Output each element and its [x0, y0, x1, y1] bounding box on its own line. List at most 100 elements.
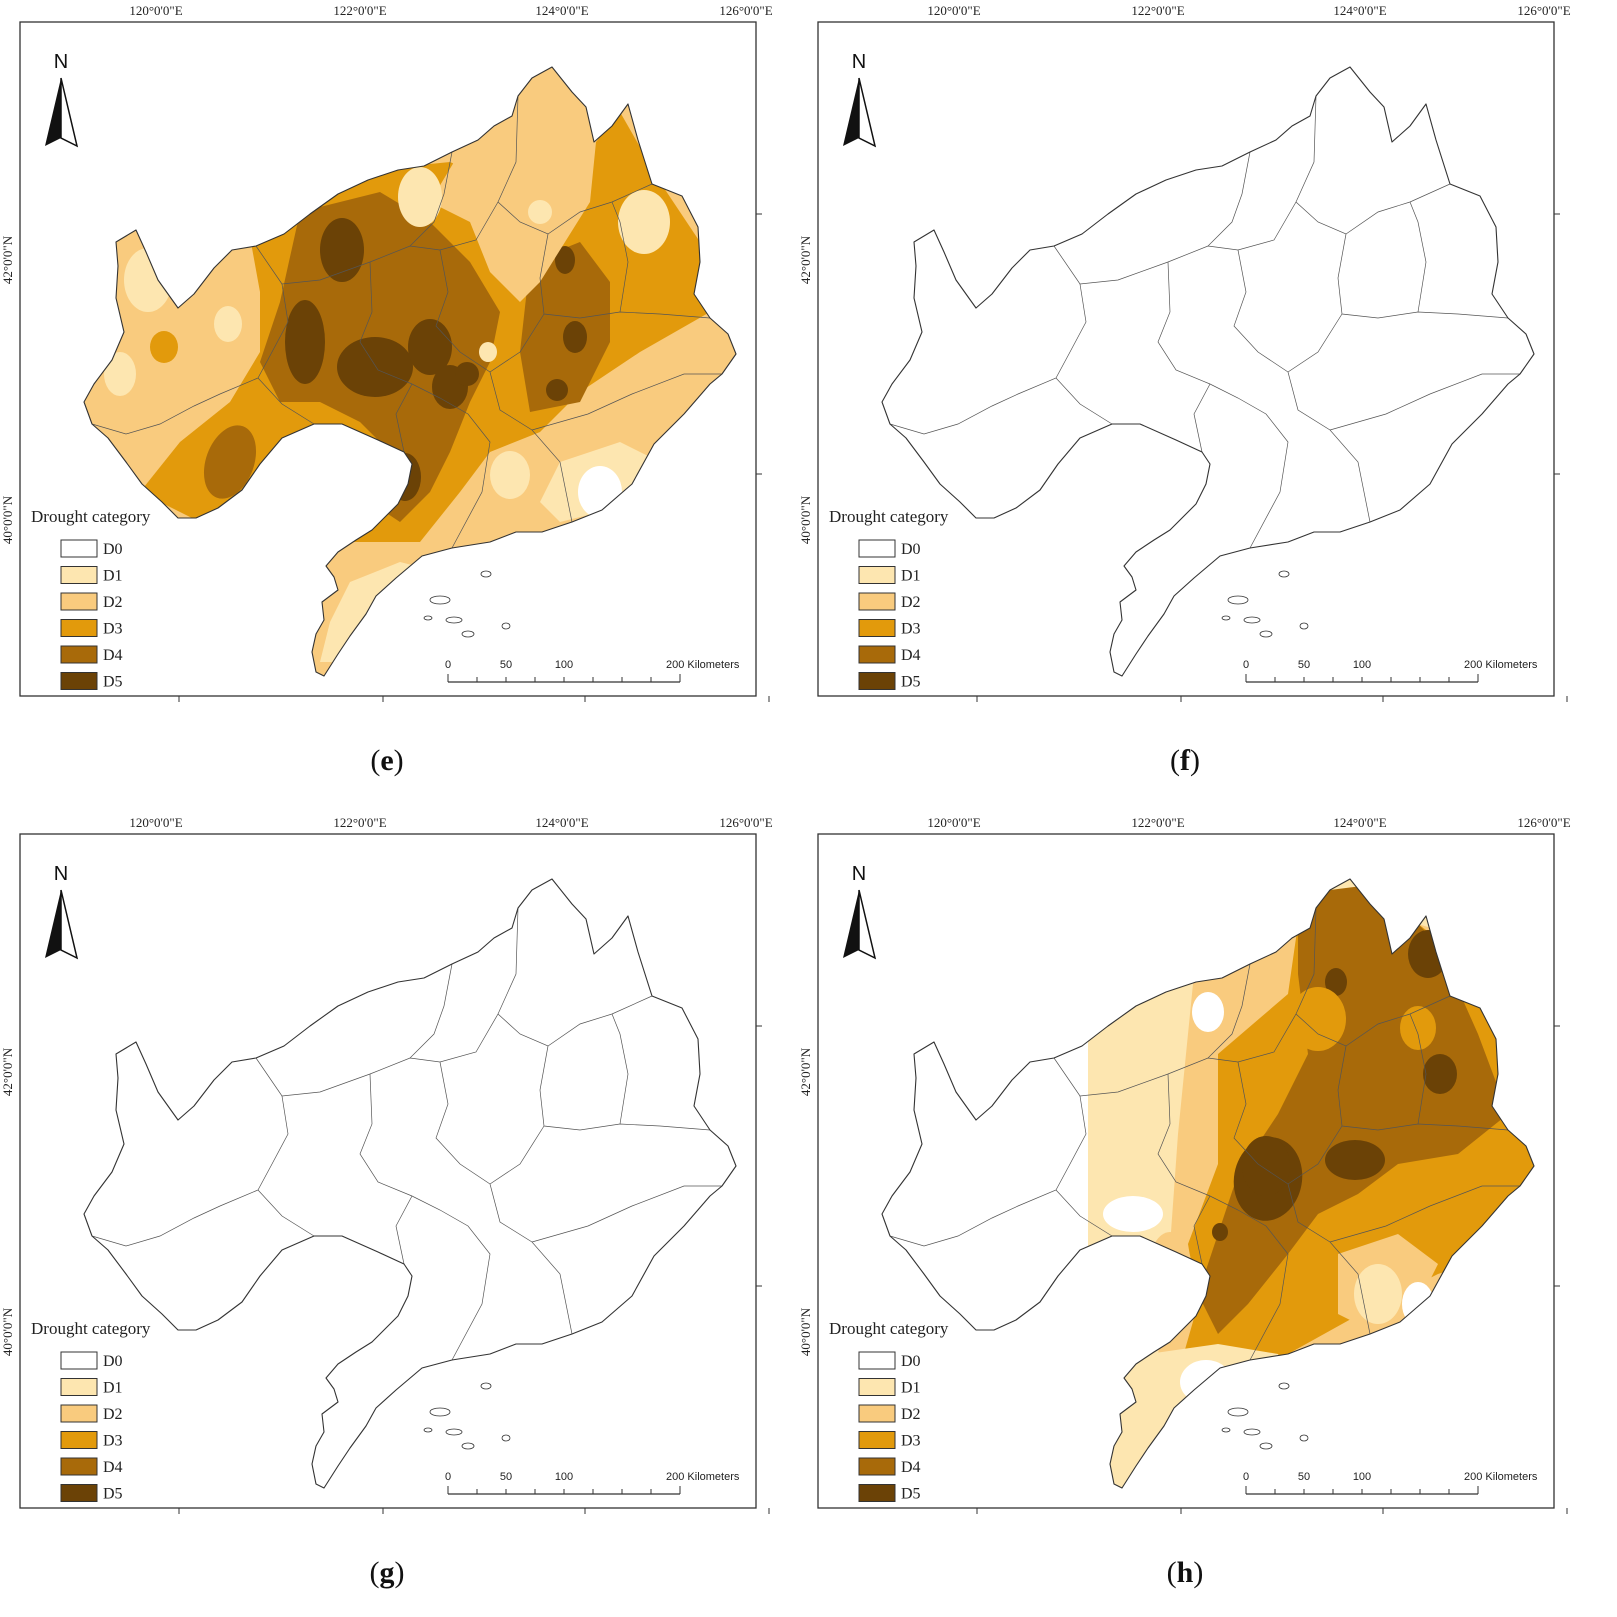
map-panel-g: 120°0'0"E 122°0'0"E 124°0'0"E 126°0'0"E 42°0…: [0, 815, 773, 1514]
latitude-label: 42°0'0"N: [798, 235, 813, 284]
drought-zone-d5: [1423, 1054, 1457, 1094]
legend-swatch-d5: [858, 1484, 896, 1502]
drought-zone-d1: [1354, 1264, 1402, 1324]
legend-label-d1: D1: [103, 568, 123, 585]
scale-bar: 0 50 100 200 Kilometers: [1243, 1471, 1538, 1495]
legend: Drought category D0 D1 D2 D3 D4 D5: [31, 1319, 151, 1503]
longitude-label: 126°0'0"E: [719, 3, 772, 18]
panel-letter-h: (h): [1167, 1556, 1204, 1589]
legend-label-d0: D0: [103, 541, 123, 558]
latitude-label: 40°0'0"N: [0, 495, 15, 544]
drought-zone-d3: [150, 331, 178, 363]
scale-tick-label: 50: [500, 659, 512, 671]
north-arrow-icon: N: [44, 863, 78, 959]
longitude-label: 122°0'0"E: [1131, 815, 1184, 830]
scale-bar: 0 50 100 200 Kilometers: [445, 659, 740, 683]
map-panel-f: 120°0'0"E 122°0'0"E 124°0'0"E 126°0'0"E 42°0…: [798, 3, 1571, 702]
drought-zone-d5: [337, 337, 413, 397]
legend-swatch-d4: [60, 1457, 98, 1476]
legend-label-d0: D0: [901, 1353, 921, 1370]
longitude-label: 124°0'0"E: [535, 815, 588, 830]
legend-label-d2: D2: [901, 594, 921, 611]
legend-swatch-d3: [60, 619, 98, 637]
legend-swatch-d4: [858, 645, 896, 664]
legend-swatch-d1: [858, 566, 896, 584]
scale-tick-label: 50: [500, 1471, 512, 1483]
drought-zone-d5: [1325, 968, 1347, 996]
panel-letter-g: (g): [370, 1556, 405, 1589]
drought-zone-d1: [104, 352, 136, 396]
drought-zone-d1: [214, 306, 242, 342]
legend-swatch-d2: [60, 592, 98, 611]
north-arrow-icon: N: [842, 51, 876, 147]
legend: Drought category D0 D1 D2 D3 D4 D5: [829, 507, 949, 691]
scale-bar: 0 50 100 200 Kilometers: [1243, 659, 1538, 683]
scale-tick-label: 0: [1243, 1471, 1249, 1483]
legend-swatch-d2: [60, 1404, 98, 1423]
legend-title: Drought category: [829, 507, 949, 526]
legend-label-d4: D4: [901, 1459, 921, 1476]
longitude-label: 122°0'0"E: [333, 3, 386, 18]
legend-swatch-d1: [60, 566, 98, 584]
legend-swatch-d0: [858, 539, 896, 558]
legend-label-d0: D0: [901, 541, 921, 558]
north-arrow-icon: N: [44, 51, 78, 147]
legend-label-d5: D5: [103, 674, 123, 691]
drought-zone-d5: [320, 218, 364, 282]
longitude-label: 126°0'0"E: [719, 815, 772, 830]
latitude-label: 42°0'0"N: [798, 1047, 813, 1096]
longitude-label: 120°0'0"E: [927, 815, 980, 830]
north-label: N: [852, 51, 866, 73]
drought-zone-d0: [1103, 1196, 1163, 1232]
drought-zone-d5: [563, 321, 587, 353]
panel-letter-e: (e): [370, 744, 403, 777]
legend-title: Drought category: [31, 507, 151, 526]
legend-label-d3: D3: [103, 621, 123, 638]
drought-zone-d4: [520, 242, 610, 412]
drought-zone-d1: [490, 451, 530, 499]
drought-zone-d1: [479, 342, 497, 362]
latitude-label: 42°0'0"N: [0, 235, 15, 284]
legend-swatch-d5: [60, 1484, 98, 1502]
scale-tick-label: 50: [1298, 1471, 1310, 1483]
drought-zone-d5: [408, 319, 452, 375]
legend-swatch-d4: [60, 645, 98, 664]
legend-label-d1: D1: [103, 1380, 123, 1397]
drought-zone-d5: [546, 379, 568, 401]
legend-swatch-d2: [858, 592, 896, 611]
drought-zone-d4: [1198, 884, 1508, 1334]
legend-label-d5: D5: [901, 674, 921, 691]
legend-label-d2: D2: [103, 594, 123, 611]
drought-zone-d3: [1400, 1006, 1436, 1050]
legend-label-d4: D4: [103, 647, 123, 664]
drought-zone-d1: [398, 167, 442, 227]
legend-swatch-d2: [858, 1404, 896, 1423]
scale-tick-label: 0: [445, 1471, 451, 1483]
legend-label-d0: D0: [103, 1353, 123, 1370]
drought-zone-d2: [430, 67, 600, 302]
legend-title: Drought category: [31, 1319, 151, 1338]
longitude-label: 124°0'0"E: [1333, 815, 1386, 830]
legend-swatch-d3: [858, 1431, 896, 1449]
map-panel-h: 120°0'0"E 122°0'0"E 124°0'0"E 126°0'0"E 42°0…: [798, 815, 1571, 1514]
legend-label-d2: D2: [103, 1406, 123, 1423]
drought-zone-d5: [1325, 1140, 1385, 1180]
scale-tick-label: 0: [1243, 659, 1249, 671]
panel-letter-f: (f): [1170, 744, 1200, 777]
legend-label-d5: D5: [901, 1486, 921, 1503]
scale-bar: 0 50 100 200 Kilometers: [445, 1471, 740, 1495]
legend: Drought category D0 D1 D2 D3 D4 D5: [829, 1319, 949, 1503]
legend-swatch-d5: [60, 672, 98, 690]
legend: Drought category D0 D1 D2 D3 D4 D5: [31, 507, 151, 691]
drought-zone-d1: [618, 190, 670, 254]
scale-tick-label: 200 Kilometers: [666, 1471, 740, 1483]
scale-tick-label: 100: [555, 1471, 573, 1483]
scale-tick-label: 0: [445, 659, 451, 671]
drought-zone-d5: [555, 246, 575, 274]
legend-swatch-d3: [60, 1431, 98, 1449]
legend-label-d4: D4: [103, 1459, 123, 1476]
legend-label-d3: D3: [103, 1433, 123, 1450]
drought-zone-d5: [1242, 1136, 1290, 1196]
legend-label-d1: D1: [901, 568, 921, 585]
drought-zone-d4: [203, 425, 257, 499]
